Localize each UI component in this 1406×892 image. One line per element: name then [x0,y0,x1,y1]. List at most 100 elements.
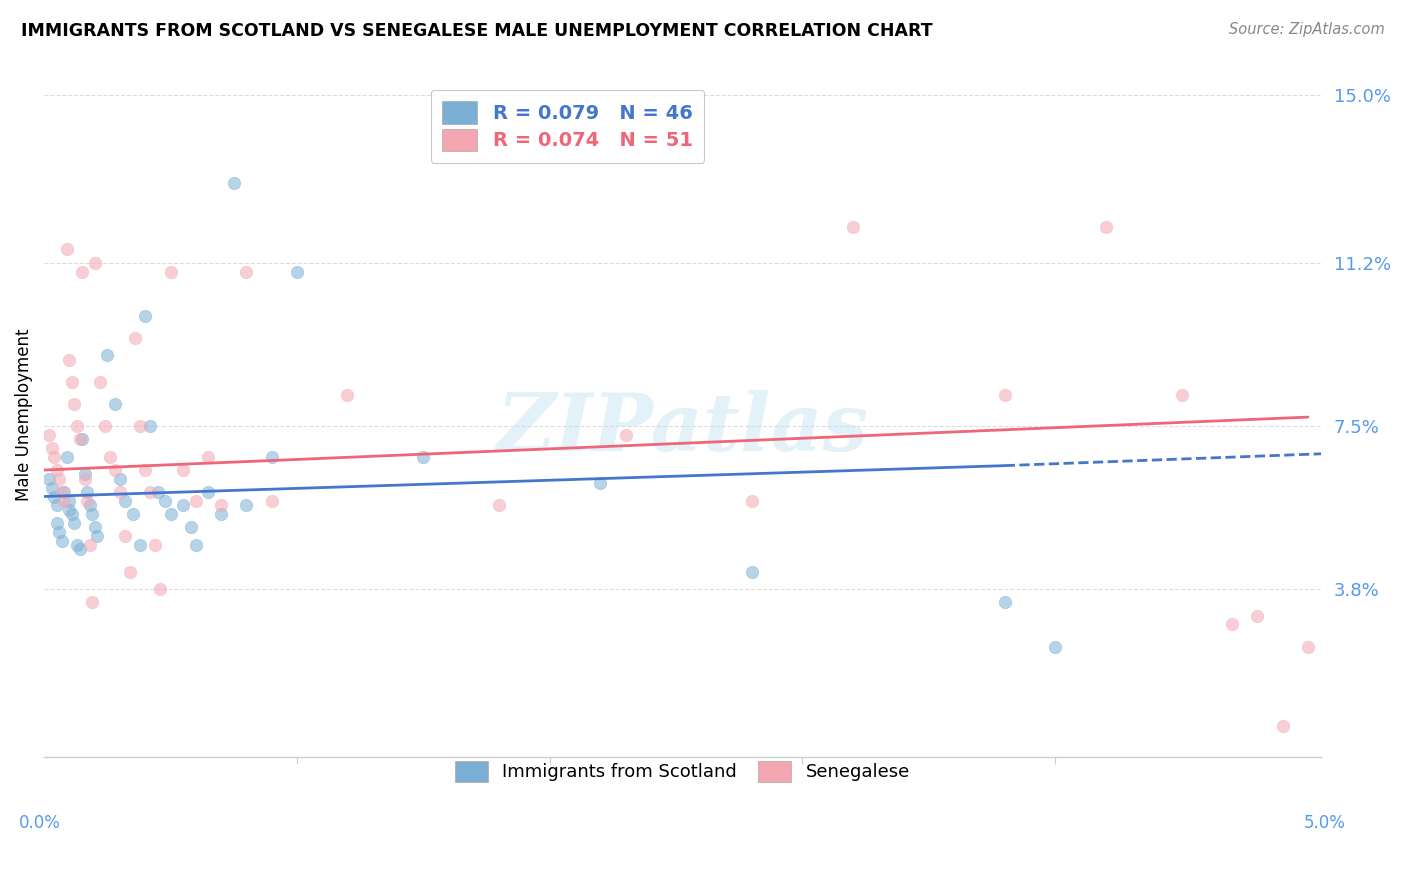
Point [63,397,86,411]
Point [134,309,156,323]
Point [184,494,207,508]
Point [488,499,510,513]
Point [56,450,79,464]
Point [129,538,152,552]
Point [614,427,637,442]
Point [172,463,194,477]
Point [60,507,83,521]
Point [209,499,232,513]
Point [53,485,76,500]
Point [222,176,245,190]
Point [45,499,67,513]
Point [1170,388,1192,402]
Point [79,538,101,552]
Point [139,418,162,433]
Point [83,255,105,269]
Point [285,264,308,278]
Point [1045,640,1067,654]
Point [1271,719,1294,733]
Point [44,490,66,504]
Point [58,494,80,508]
Point [155,494,177,508]
Point [124,331,146,345]
Text: Source: ZipAtlas.com: Source: ZipAtlas.com [1229,22,1385,37]
Point [159,264,181,278]
Point [60,375,83,389]
Point [70,264,93,278]
Y-axis label: Male Unemployment: Male Unemployment [15,328,32,501]
Point [45,463,67,477]
Point [1094,220,1116,235]
Point [209,507,232,521]
Point [172,499,194,513]
Point [73,472,96,486]
Point [44,450,66,464]
Point [139,485,162,500]
Point [120,565,142,579]
Text: 5.0%: 5.0% [1305,814,1346,832]
Point [108,485,131,500]
Point [108,472,131,486]
Point [994,388,1017,402]
Point [76,485,98,500]
Point [184,538,207,552]
Point [121,507,143,521]
Point [89,375,111,389]
Point [104,397,127,411]
Point [104,463,127,477]
Point [63,516,86,530]
Point [94,418,117,433]
Point [41,441,63,455]
Text: 0.0%: 0.0% [18,814,60,832]
Point [197,450,219,464]
Point [842,220,865,235]
Point [149,582,172,596]
Point [41,481,63,495]
Point [66,538,89,552]
Point [1220,617,1243,632]
Point [73,467,96,482]
Point [79,499,101,513]
Point [53,494,76,508]
Point [741,565,763,579]
Point [114,529,136,543]
Point [412,450,434,464]
Point [69,432,91,446]
Point [56,243,79,257]
Point [129,418,152,433]
Point [260,494,283,508]
Point [994,595,1017,609]
Point [66,418,89,433]
Point [58,502,80,516]
Point [51,533,73,548]
Point [48,524,70,539]
Point [741,494,763,508]
Point [96,348,118,362]
Point [70,432,93,446]
Point [235,499,257,513]
Point [260,450,283,464]
Point [69,542,91,557]
Point [86,529,108,543]
Point [146,485,169,500]
Point [58,352,80,367]
Point [114,494,136,508]
Point [134,463,156,477]
Point [1246,608,1268,623]
Point [38,427,60,442]
Point [51,485,73,500]
Text: IMMIGRANTS FROM SCOTLAND VS SENEGALESE MALE UNEMPLOYMENT CORRELATION CHART: IMMIGRANTS FROM SCOTLAND VS SENEGALESE M… [21,22,932,40]
Point [48,472,70,486]
Point [589,476,612,491]
Point [180,520,202,534]
Point [98,450,121,464]
Point [83,520,105,534]
Point [235,264,257,278]
Point [197,485,219,500]
Point [1296,640,1319,654]
Point [45,516,67,530]
Point [143,538,166,552]
Text: ZIPatlas: ZIPatlas [496,390,869,467]
Point [82,507,104,521]
Point [38,472,60,486]
